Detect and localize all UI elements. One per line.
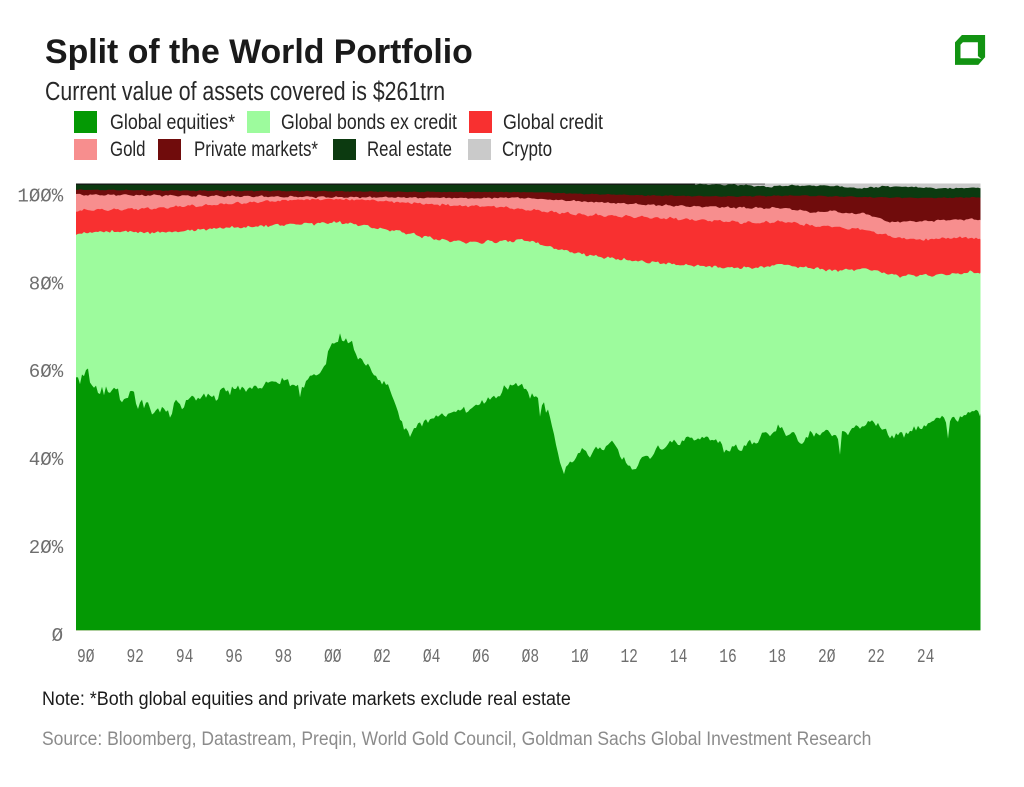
svg-text:22: 22 [867,646,885,668]
svg-text:98: 98 [275,646,293,668]
svg-text:1ØØ%: 1ØØ% [17,185,63,207]
svg-text:1Ø: 1Ø [571,646,589,668]
svg-text:Ø: Ø [52,625,64,647]
svg-text:18: 18 [769,646,787,668]
svg-text:16: 16 [719,646,737,668]
svg-text:2Ø%: 2Ø% [29,537,64,559]
svg-text:24: 24 [917,646,935,668]
svg-text:4Ø%: 4Ø% [29,449,64,471]
svg-text:96: 96 [225,646,243,668]
svg-text:2Ø: 2Ø [818,646,836,668]
svg-text:92: 92 [126,646,144,668]
svg-text:9Ø: 9Ø [77,646,95,668]
svg-text:14: 14 [670,646,688,668]
svg-text:94: 94 [176,646,194,668]
svg-text:Ø4: Ø4 [423,646,441,668]
svg-text:ØØ: ØØ [324,646,342,668]
svg-text:6Ø%: 6Ø% [29,361,64,383]
svg-text:Ø6: Ø6 [472,646,490,668]
svg-text:12: 12 [620,646,638,668]
svg-text:Ø8: Ø8 [522,646,540,668]
svg-text:8Ø%: 8Ø% [29,273,64,295]
svg-text:Ø2: Ø2 [373,646,391,668]
